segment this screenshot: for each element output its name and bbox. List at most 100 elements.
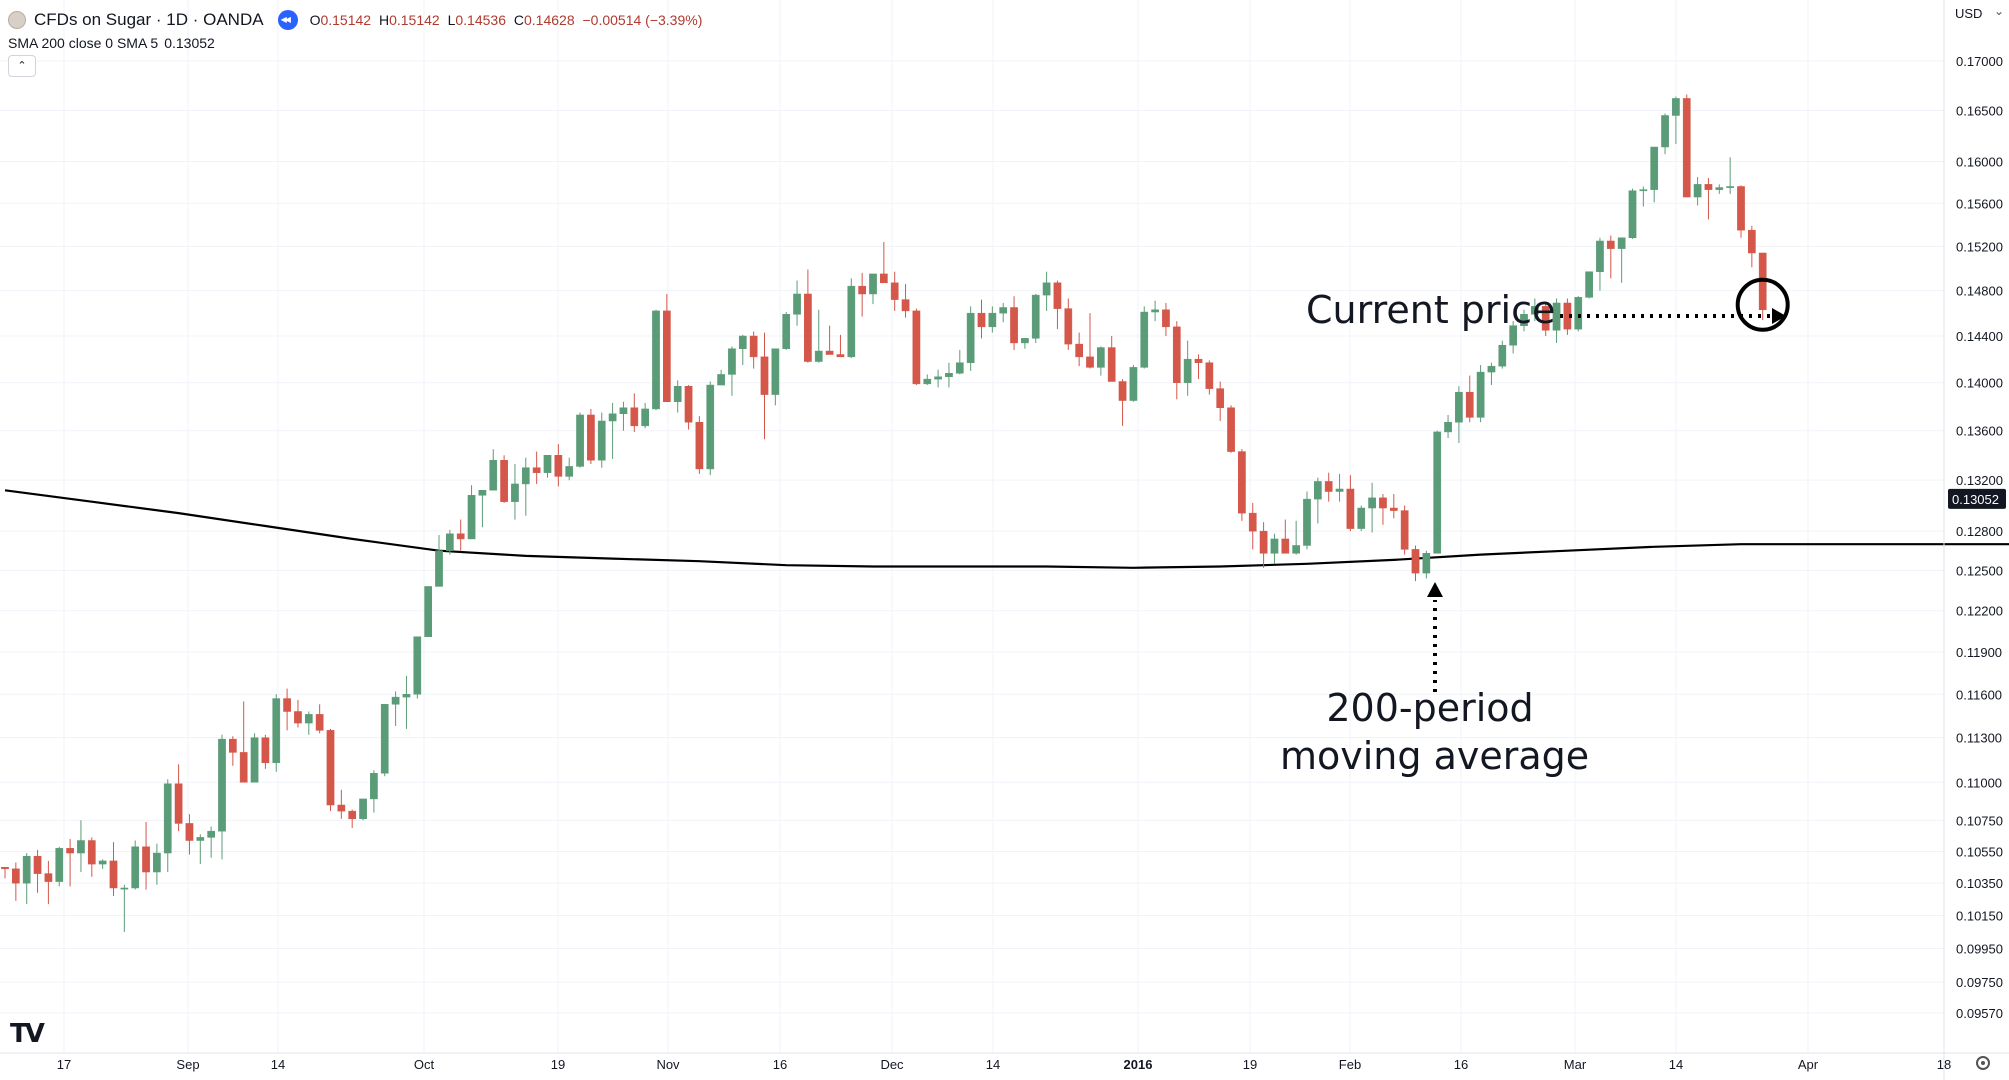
candle-body xyxy=(1086,356,1094,368)
candle-body xyxy=(749,335,758,358)
price-tick-label: 0.14000 xyxy=(1956,376,2003,391)
price-axis[interactable]: 0.17000 0.16500 0.16000 0.15600 0.15200 0.148… xyxy=(1948,54,2006,1021)
candle-body xyxy=(1216,388,1225,408)
candle xyxy=(1107,336,1116,382)
indicator-value: 0.13052 xyxy=(164,35,215,51)
candle-body xyxy=(1487,365,1496,373)
candle xyxy=(814,309,823,363)
candle-body xyxy=(1031,294,1040,339)
close-value: 0.14628 xyxy=(524,12,575,28)
time-tick-label: Feb xyxy=(1339,1057,1361,1072)
candle xyxy=(966,306,975,371)
candle-body xyxy=(1444,421,1452,433)
candle-body xyxy=(1129,367,1138,401)
candle-body xyxy=(1238,451,1246,514)
candle-body xyxy=(543,455,552,473)
candle-body xyxy=(717,374,725,386)
candle-body xyxy=(1682,98,1691,198)
rewind-icon[interactable] xyxy=(277,10,298,30)
indicator-legend[interactable]: SMA 200 close 0 SMA 5 0.13052 xyxy=(8,35,706,51)
candle-body xyxy=(1281,538,1290,554)
candle-body xyxy=(185,823,194,841)
candle-body xyxy=(858,285,866,295)
candle xyxy=(1140,306,1149,369)
candle xyxy=(413,636,422,699)
candle xyxy=(663,293,671,402)
candle xyxy=(1129,365,1138,402)
candle-body xyxy=(1661,115,1669,148)
candle-body xyxy=(1183,358,1192,383)
candles xyxy=(1,94,1767,932)
candle xyxy=(1314,477,1322,524)
candle xyxy=(1498,340,1507,369)
price-tick-label: 0.09750 xyxy=(1956,975,2003,990)
candle-body xyxy=(1650,146,1659,190)
candle-body xyxy=(880,273,888,284)
candle-body xyxy=(782,314,791,349)
candle xyxy=(87,837,96,877)
candle xyxy=(163,779,172,873)
sugar-symbol-icon[interactable] xyxy=(8,11,26,29)
candle-body xyxy=(912,310,921,385)
candle xyxy=(304,711,313,735)
candle xyxy=(1726,157,1735,194)
candle xyxy=(1248,502,1257,550)
candle-body xyxy=(44,873,53,882)
candle-body xyxy=(1346,488,1355,529)
candle-body xyxy=(229,738,237,753)
candle xyxy=(294,699,302,728)
tradingview-logo-icon[interactable]: TV xyxy=(10,1019,45,1049)
candle xyxy=(955,349,964,375)
candle xyxy=(1411,545,1420,582)
candle xyxy=(923,374,932,386)
high-value: 0.15142 xyxy=(389,12,440,28)
candle-body xyxy=(1737,186,1745,231)
candle xyxy=(1748,225,1756,268)
time-tick-label: 14 xyxy=(1669,1057,1683,1072)
candle-body xyxy=(239,752,248,783)
candle-body xyxy=(120,887,129,890)
candle xyxy=(402,675,411,729)
candle-body xyxy=(207,830,216,838)
candle xyxy=(1639,186,1648,207)
candle xyxy=(1628,188,1637,239)
candle-body xyxy=(1585,271,1593,298)
symbol-title[interactable]: CFDs on Sugar · 1D · OANDA xyxy=(34,10,264,29)
candle xyxy=(1617,237,1626,283)
price-tick-label: 0.13200 xyxy=(1956,473,2003,488)
candle xyxy=(1758,252,1767,320)
candle xyxy=(576,412,584,468)
candle xyxy=(1,866,9,879)
candle xyxy=(33,849,42,893)
gear-icon[interactable] xyxy=(1976,1056,1990,1070)
candle xyxy=(1162,302,1170,337)
candle xyxy=(608,402,617,459)
candle xyxy=(207,826,216,858)
currency-label[interactable]: USD xyxy=(1955,6,1983,21)
time-axis[interactable]: 17 Sep 14 Oct 19 Nov 16 Dec 14 2016 19 Feb 16 Mar 14 Ap… xyxy=(57,1057,1951,1072)
candle-body xyxy=(1531,306,1539,315)
candle xyxy=(1693,177,1702,206)
candle xyxy=(652,309,660,411)
candle-body xyxy=(1324,481,1333,492)
candle-body xyxy=(478,490,487,496)
candle xyxy=(858,272,866,317)
candle-body xyxy=(1433,431,1442,554)
chevron-up-icon[interactable]: ⌃ xyxy=(8,55,36,77)
candle xyxy=(1324,472,1333,502)
candle-body xyxy=(1726,186,1735,188)
candle-body xyxy=(1509,325,1518,346)
candle-body xyxy=(1314,481,1322,500)
candle-body xyxy=(380,704,389,774)
chevron-down-icon[interactable]: ⌄ xyxy=(1994,4,2005,18)
candle xyxy=(1574,296,1583,332)
candle-body xyxy=(1617,237,1626,249)
candle-body xyxy=(326,730,335,806)
candle-body xyxy=(370,772,378,800)
candle xyxy=(142,821,150,890)
candle xyxy=(120,884,129,932)
candle-body xyxy=(1151,309,1159,313)
candle-body xyxy=(587,414,595,461)
candle-body xyxy=(174,783,183,824)
